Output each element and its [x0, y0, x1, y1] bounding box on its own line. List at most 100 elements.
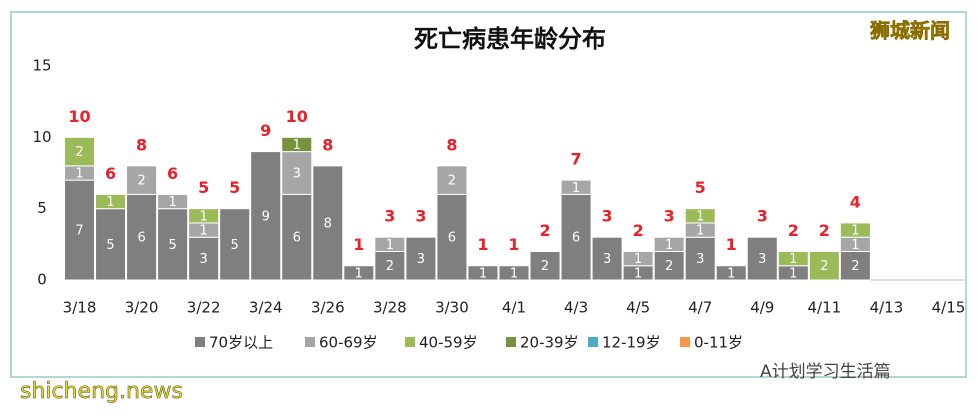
watermark: 狮城新闻 [870, 19, 950, 43]
legend-label: 70岁以上 [209, 334, 273, 352]
legend-label: 40-59岁 [419, 334, 478, 352]
segment-label: 2 [448, 174, 456, 189]
y-tick-label: 15 [32, 57, 51, 75]
total-label: 9 [260, 121, 271, 140]
segment-label: 1 [696, 209, 704, 224]
x-tick-label: 4/3 [564, 299, 588, 317]
segment-label: 1 [634, 266, 642, 281]
y-tick-label: 5 [37, 199, 47, 217]
legend-swatch [680, 337, 690, 347]
segment-label: 1 [789, 266, 797, 281]
total-label: 2 [539, 221, 550, 240]
segment-label: 2 [665, 259, 673, 274]
bar-segment [653, 236, 685, 252]
segment-label: 6 [137, 231, 145, 246]
total-label: 3 [384, 207, 395, 226]
legend-swatch [195, 337, 205, 347]
bar-segment [467, 265, 499, 281]
total-label: 8 [136, 135, 147, 154]
bar-segment [746, 236, 778, 281]
total-label: 5 [695, 178, 706, 197]
bar-segment [343, 265, 375, 281]
bar-segment [126, 193, 158, 281]
segment-label: 2 [386, 259, 394, 274]
bar-segment [498, 265, 530, 281]
x-tick-label: 3/30 [435, 299, 469, 317]
x-tick-label: 4/15 [932, 299, 966, 317]
legend-label: 0-11岁 [694, 334, 743, 352]
bar-segment [157, 208, 189, 281]
total-label: 1 [477, 235, 488, 254]
segment-label: 2 [137, 174, 145, 189]
total-label: 1 [726, 235, 737, 254]
segment-label: 1 [75, 167, 83, 182]
total-label: 3 [757, 207, 768, 226]
chart-title: 死亡病患年龄分布 [414, 25, 606, 53]
segment-label: 1 [386, 238, 394, 253]
x-tick-label: 4/1 [502, 299, 526, 317]
bar-segment [374, 236, 406, 252]
x-tick-label: 4/9 [750, 299, 774, 317]
segment-label: 1 [634, 252, 642, 267]
x-tick-label: 3/18 [63, 299, 97, 317]
x-tick-label: 3/20 [125, 299, 159, 317]
x-tick-label: 4/13 [870, 299, 904, 317]
segment-label: 3 [758, 252, 766, 267]
legend-label: 20-39岁 [520, 334, 579, 352]
bar-segment [64, 136, 96, 167]
bar-segment [374, 250, 406, 281]
segment-label: 1 [572, 181, 580, 196]
watermark: shicheng.news [20, 379, 183, 404]
total-label: 2 [788, 221, 799, 240]
bar-segment [684, 208, 716, 224]
segment-label: 1 [789, 252, 797, 267]
total-label: 5 [229, 178, 240, 197]
segment-label: 1 [696, 224, 704, 239]
bar-segment [405, 236, 437, 281]
x-tick-label: 4/5 [626, 299, 650, 317]
bar-segment [808, 250, 840, 281]
total-label: 6 [105, 164, 116, 183]
total-label: 7 [570, 150, 581, 169]
total-label: 4 [850, 192, 861, 211]
segment-label: 2 [851, 259, 859, 274]
segment-label: 1 [665, 238, 673, 253]
x-tick-label: 3/24 [249, 299, 283, 317]
bar-segment [126, 165, 158, 195]
total-label: 5 [198, 178, 209, 197]
total-label: 6 [167, 164, 178, 183]
bar-segment [312, 165, 344, 281]
segment-label: 1 [168, 195, 176, 210]
bar-segment [64, 179, 96, 281]
bar-segment [715, 265, 747, 281]
segment-label: 1 [851, 238, 859, 253]
total-label: 2 [819, 221, 830, 240]
bar-segment [839, 250, 871, 281]
segment-label: 5 [106, 238, 114, 253]
segment-label: 1 [510, 266, 518, 281]
legend-swatch [506, 337, 516, 347]
x-tick-label: 4/7 [688, 299, 712, 317]
bar-segment [95, 193, 127, 210]
segment-label: 6 [572, 231, 580, 246]
segment-label: 9 [262, 209, 270, 224]
bar-segment [188, 208, 220, 224]
y-tick-label: 0 [37, 271, 47, 289]
bar-segment [560, 179, 592, 195]
total-label: 1 [508, 235, 519, 254]
total-label: 2 [633, 221, 644, 240]
bar-segment [188, 236, 220, 281]
segment-label: 3 [200, 252, 208, 267]
segment-label: 1 [106, 195, 114, 210]
segment-label: 1 [200, 224, 208, 239]
bar-segment [436, 193, 468, 281]
x-tick-label: 3/22 [187, 299, 221, 317]
segment-label: 6 [448, 231, 456, 246]
bar-segment [777, 250, 809, 267]
segment-label: 1 [293, 138, 301, 153]
segment-label: 1 [727, 266, 735, 281]
bar-segment [157, 193, 189, 210]
bar-segment [653, 250, 685, 281]
